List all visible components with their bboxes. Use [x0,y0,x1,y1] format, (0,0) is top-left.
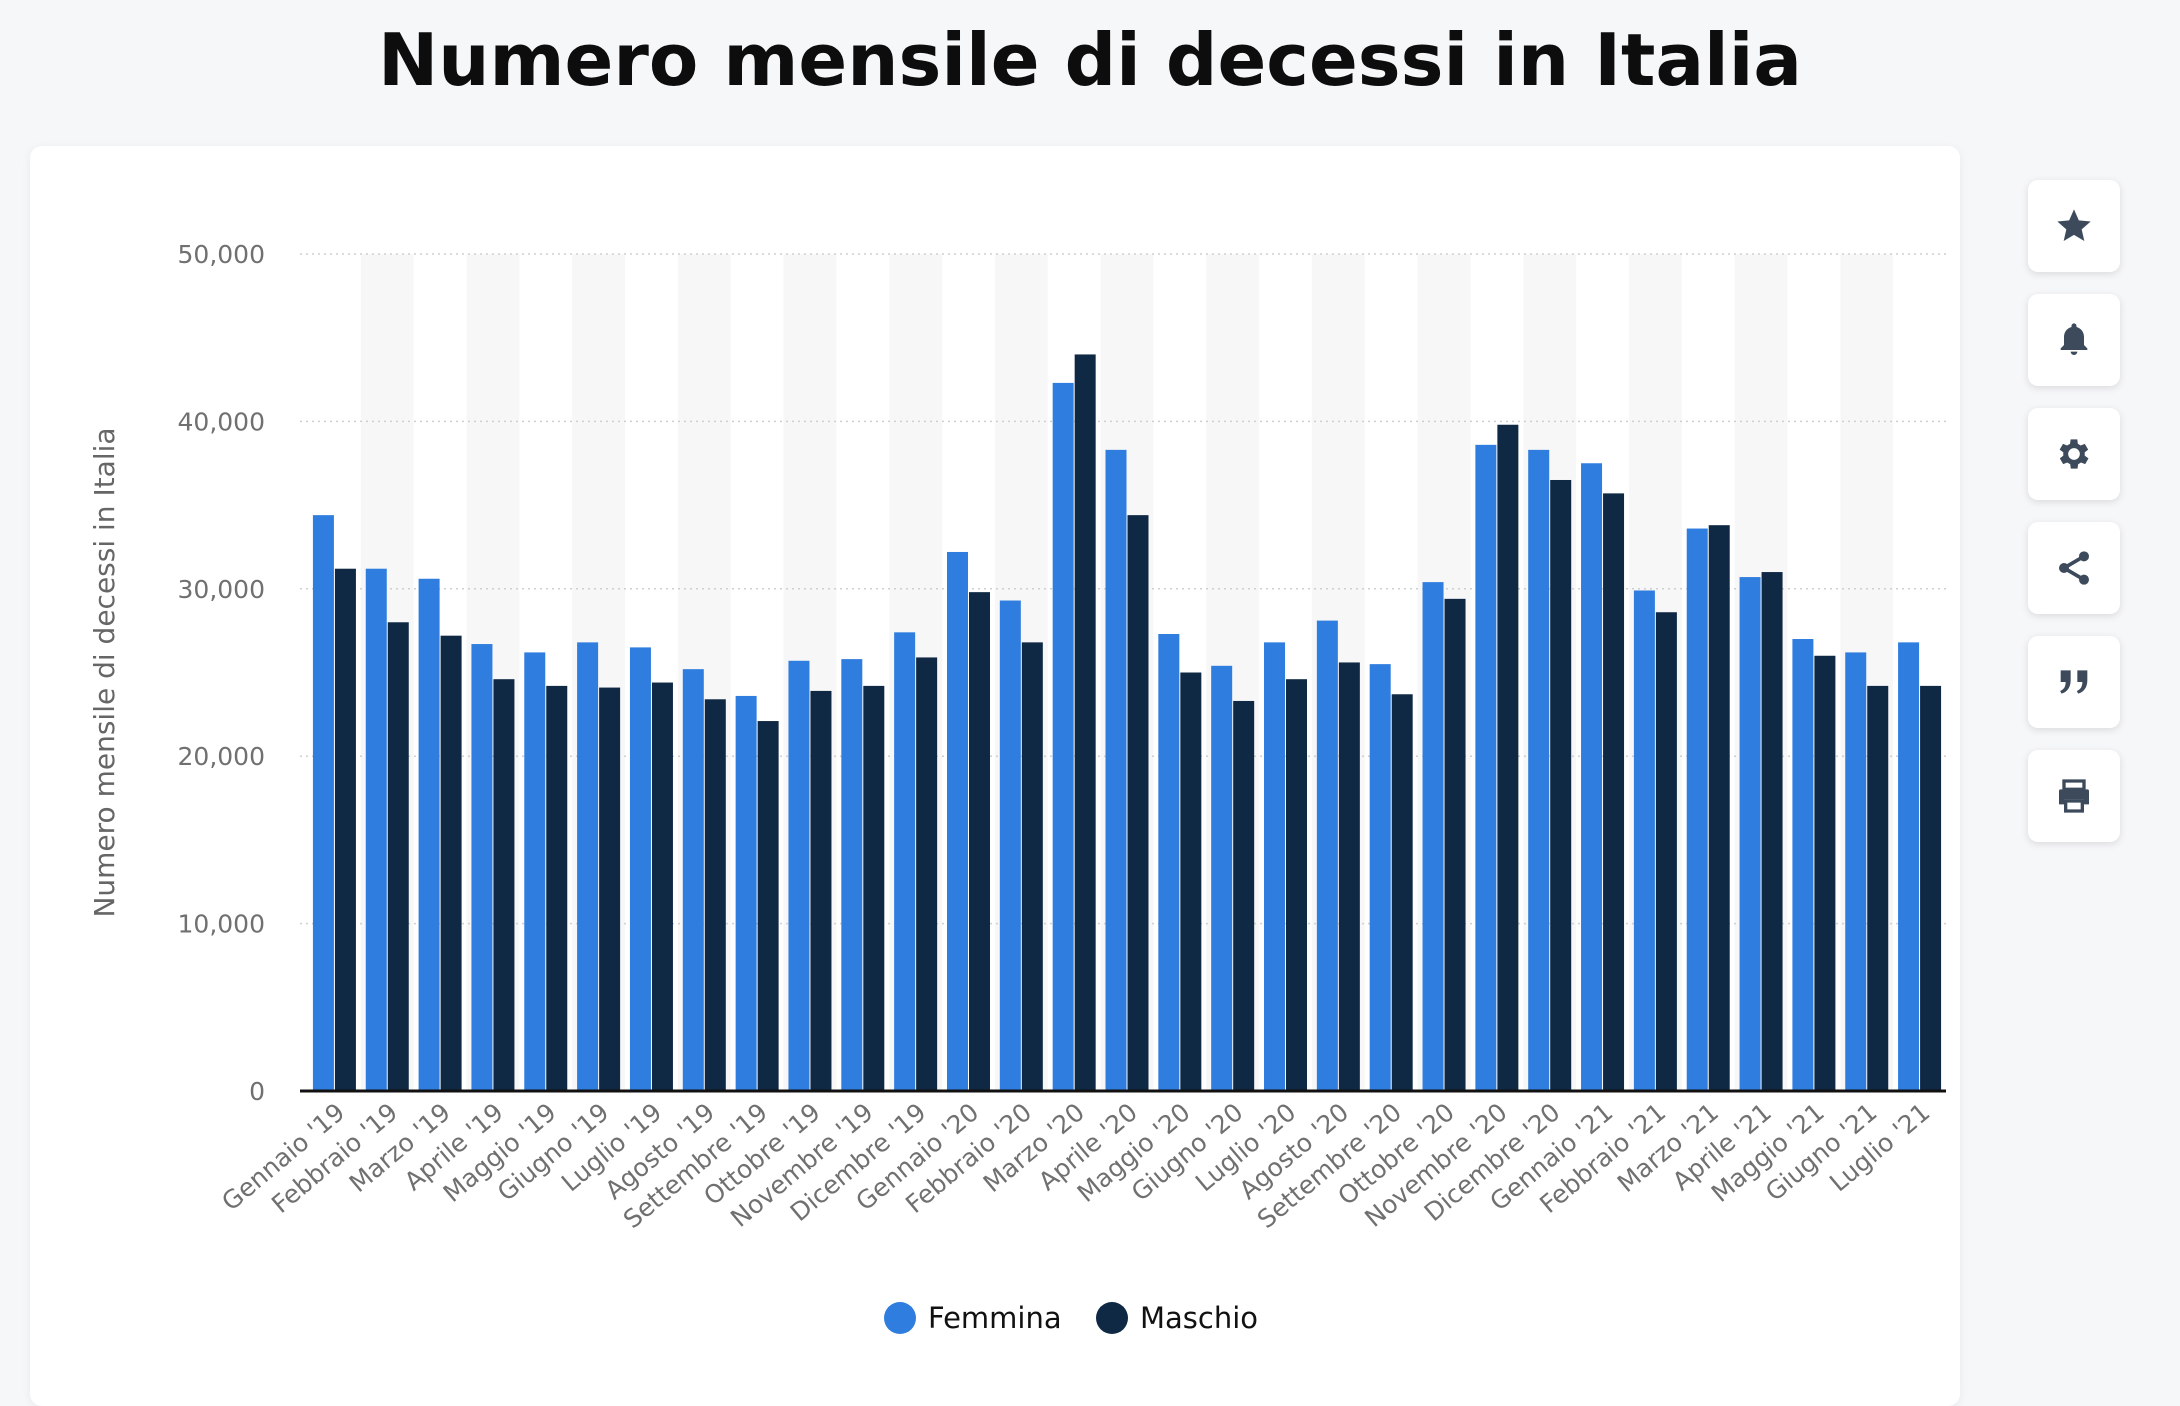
y-tick-label: 40,000 [178,407,265,436]
y-tick-label: 10,000 [178,910,265,939]
bar-maschio[interactable] [1603,493,1625,1092]
bar-femmina[interactable] [1264,642,1286,1091]
bar-femmina[interactable] [418,578,440,1091]
bar-femmina[interactable] [894,632,916,1091]
bar-maschio[interactable] [1814,655,1836,1091]
y-tick-label: 20,000 [178,742,265,771]
bar-femmina[interactable] [1422,582,1444,1091]
bar-femmina[interactable] [1052,382,1074,1091]
bar-maschio[interactable] [1127,515,1149,1091]
bar-maschio[interactable] [440,635,462,1091]
notification-button[interactable] [2028,294,2120,386]
bar-maschio[interactable] [1338,662,1360,1091]
cite-button[interactable] [2028,636,2120,728]
bar-maschio[interactable] [387,622,409,1091]
bell-icon [2060,323,2088,355]
legend-swatch [1096,1302,1128,1334]
chart: 0 10,000 20,000 30,000 40,000 50,000 Numero m… [88,240,1946,1335]
bar-maschio[interactable] [1286,679,1308,1091]
bar-maschio[interactable] [916,657,938,1091]
y-axis-label: Numero mensile di decessi in Italia [88,427,121,917]
bar-femmina[interactable] [1845,652,1867,1091]
y-tick-label: 30,000 [178,575,265,604]
bar-maschio[interactable] [1655,612,1677,1091]
settings-button[interactable] [2028,408,2120,500]
bar-femmina[interactable] [1211,665,1233,1091]
bar-femmina[interactable] [682,669,704,1091]
share-icon [2059,551,2089,585]
print-button[interactable] [2028,750,2120,842]
gear-icon [2059,439,2089,469]
bar-femmina[interactable] [524,652,546,1091]
bar-femmina[interactable] [1792,639,1814,1091]
legend: Femmina Maschio [884,1301,1258,1335]
bar-maschio[interactable] [1550,479,1572,1091]
y-tick-label: 0 [249,1077,265,1106]
bar-femmina[interactable] [629,647,651,1091]
bars [312,354,1942,1092]
bar-maschio[interactable] [599,687,621,1091]
bar-maschio[interactable] [1180,672,1202,1092]
bar-femmina[interactable] [1475,444,1497,1091]
bar-femmina[interactable] [577,642,599,1091]
bar-femmina[interactable] [1898,642,1920,1091]
legend-label[interactable]: Maschio [1140,1301,1258,1335]
bar-femmina[interactable] [841,659,863,1091]
bar-maschio[interactable] [1021,642,1043,1091]
bar-maschio[interactable] [1391,694,1413,1091]
bar-maschio[interactable] [704,699,726,1091]
bar-femmina[interactable] [1581,463,1603,1091]
toolbar [2028,180,2120,864]
bar-femmina[interactable] [1158,633,1180,1091]
bar-femmina[interactable] [946,551,968,1091]
bar-maschio[interactable] [651,682,673,1091]
bar-femmina[interactable] [999,600,1021,1091]
bar-maschio[interactable] [546,685,568,1091]
bar-femmina[interactable] [788,660,810,1091]
legend-label[interactable]: Femmina [928,1301,1062,1335]
favorite-button[interactable] [2028,180,2120,272]
bar-femmina[interactable] [471,644,493,1091]
bar-maschio[interactable] [968,592,990,1091]
bar-maschio[interactable] [1761,572,1783,1091]
bar-femmina[interactable] [1686,528,1708,1091]
bar-maschio[interactable] [1233,700,1255,1091]
bar-femmina[interactable] [1369,664,1391,1091]
bar-femmina[interactable] [1105,449,1127,1091]
bar-maschio[interactable] [810,690,832,1091]
bar-maschio[interactable] [1444,598,1466,1091]
star-icon [2057,209,2091,241]
page-title: Numero mensile di decessi in Italia [377,18,1802,102]
bar-femmina[interactable] [1316,620,1338,1091]
bar-femmina[interactable] [1528,449,1550,1091]
bar-maschio[interactable] [1867,685,1889,1091]
bar-femmina[interactable] [1633,590,1655,1091]
legend-swatch [884,1302,916,1334]
y-axis-ticks: 0 10,000 20,000 30,000 40,000 50,000 [178,240,265,1106]
quote-icon [2060,670,2088,694]
bar-maschio[interactable] [1497,424,1519,1091]
bar-maschio[interactable] [1074,354,1096,1091]
bar-femmina[interactable] [365,568,387,1091]
y-tick-label: 50,000 [178,240,265,269]
bar-femmina[interactable] [735,695,757,1091]
bar-maschio[interactable] [863,685,885,1091]
bar-femmina[interactable] [312,515,334,1091]
bar-maschio[interactable] [1708,525,1730,1091]
share-button[interactable] [2028,522,2120,614]
chart-card: 0 10,000 20,000 30,000 40,000 50,000 Numero m… [30,146,1960,1406]
bar-femmina[interactable] [1739,577,1761,1091]
print-icon [2059,779,2089,813]
bar-maschio[interactable] [493,679,515,1091]
bar-maschio[interactable] [757,721,779,1091]
bar-maschio[interactable] [334,568,356,1091]
bar-maschio[interactable] [1920,685,1942,1091]
